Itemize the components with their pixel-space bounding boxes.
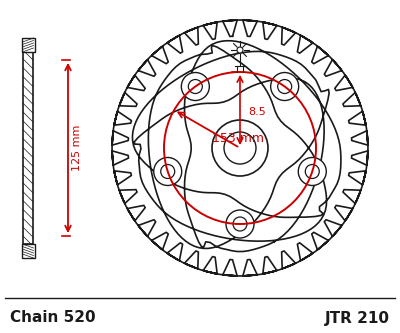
Circle shape (161, 165, 175, 178)
Circle shape (224, 132, 256, 164)
Text: 125 mm: 125 mm (72, 125, 82, 171)
Circle shape (298, 158, 326, 185)
Circle shape (237, 47, 243, 53)
Circle shape (271, 73, 299, 101)
Bar (22, 244, 34, 258)
Bar (23, 52, 33, 244)
Polygon shape (112, 20, 368, 276)
Circle shape (233, 217, 247, 231)
Circle shape (181, 73, 209, 101)
Bar (22, 38, 34, 52)
Circle shape (154, 158, 182, 185)
Text: Chain 520: Chain 520 (10, 310, 96, 325)
Circle shape (226, 210, 254, 238)
Text: 8.5: 8.5 (248, 107, 266, 117)
Polygon shape (132, 41, 341, 251)
Circle shape (212, 120, 268, 176)
Text: 153 mm: 153 mm (212, 133, 264, 146)
Text: JTR 210: JTR 210 (325, 310, 390, 325)
Circle shape (188, 80, 202, 94)
Circle shape (278, 80, 292, 94)
Circle shape (305, 165, 319, 178)
